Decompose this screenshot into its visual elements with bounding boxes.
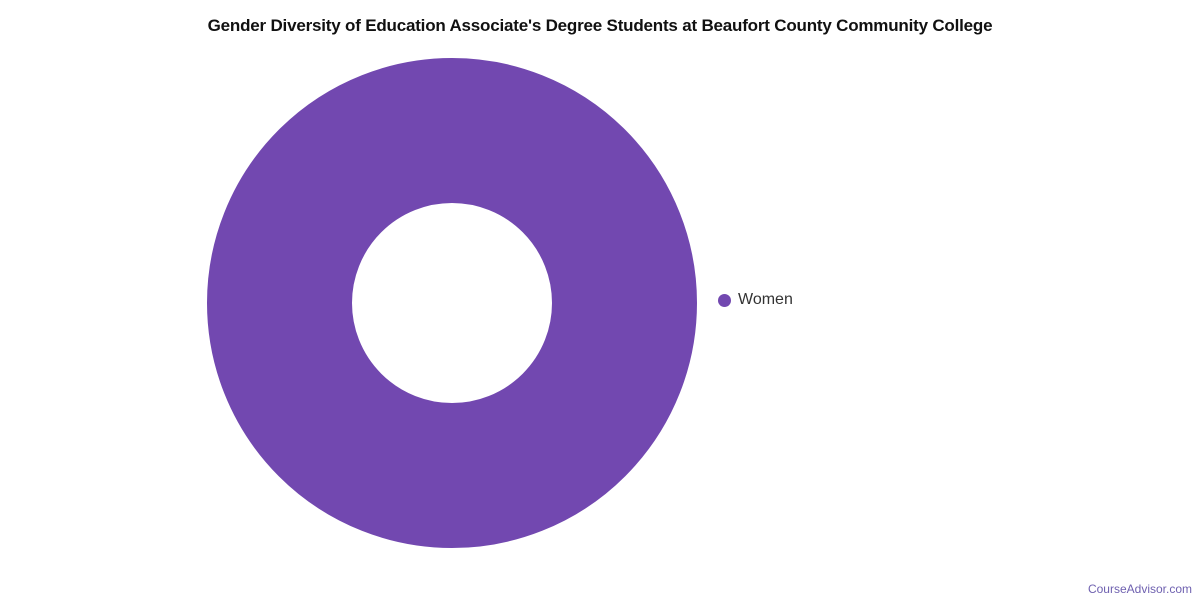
donut-slice-women[interactable]	[207, 58, 697, 548]
watermark-courseadvisor: CourseAdvisor.com	[1087, 582, 1192, 596]
legend-item-women[interactable]: Women	[738, 291, 793, 308]
chart-title: Gender Diversity of Education Associate'…	[207, 16, 993, 35]
legend-marker-women-icon[interactable]	[718, 293, 731, 307]
legend: Women	[718, 292, 793, 308]
